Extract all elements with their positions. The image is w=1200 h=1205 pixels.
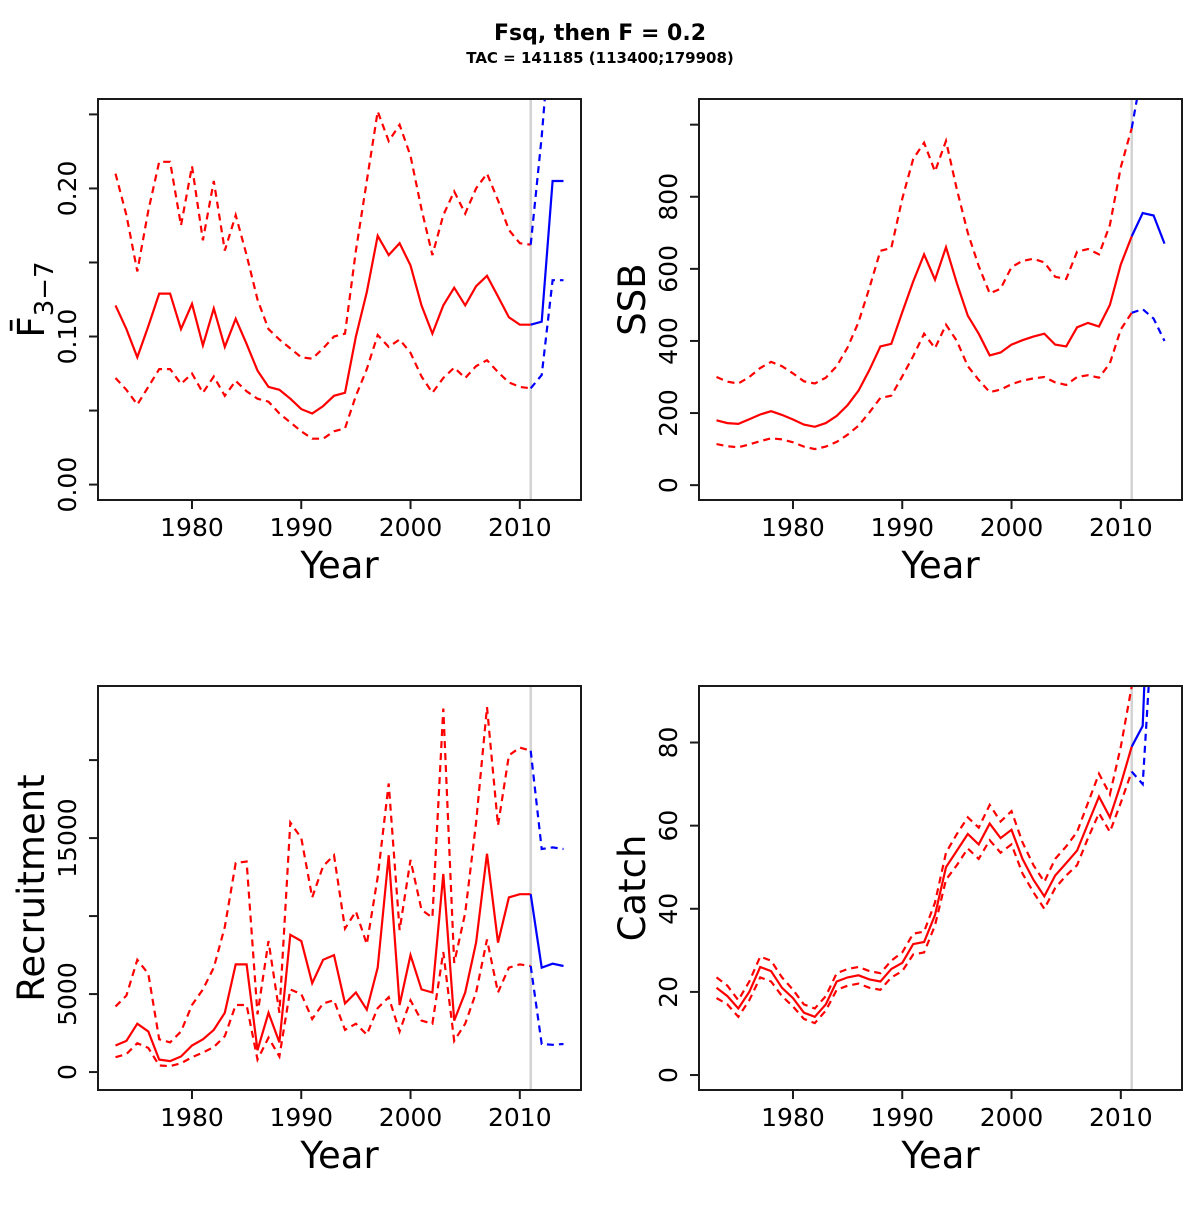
catch-median-historical-line <box>715 746 1133 1019</box>
ssb-lower-ci-forecast-line <box>1131 307 1166 342</box>
ssb-y-tick-label: 200 <box>654 389 683 437</box>
catch-upper-ci-forecast-line <box>1131 686 1134 687</box>
recruitment-panel: 1980 1990 2000 2010 0 5000 15000 Year Recruitmen… <box>10 685 582 1177</box>
recruitment-lower-ci-historical-line <box>115 939 531 1068</box>
catch-x-tick-label: 2000 <box>980 1103 1044 1132</box>
catch-y-tick-label: 0 <box>654 1067 683 1083</box>
catch-upper-ci-historical-line <box>715 686 1133 1010</box>
ssb-median-forecast-line <box>1130 211 1166 244</box>
fbar-plot-box <box>97 98 582 501</box>
catch-y-axis-label: Catch <box>611 835 654 942</box>
ssb-x-tick-label: 2000 <box>980 513 1044 542</box>
recruitment-x-tick-label: 1980 <box>160 1103 224 1132</box>
fbar-panel: 1980 1990 2000 2010 0.00 0.10 0.20 Year F̄3−7 <box>9 98 582 587</box>
ssb-y-tick-label: 400 <box>654 317 683 365</box>
ssb-panel: 1980 1990 2000 2010 0 200 400 600 800 Year SSB <box>611 98 1183 587</box>
fbar-upper-ci-forecast-line <box>529 99 546 245</box>
ssb-x-tick-label: 1990 <box>870 513 934 542</box>
ssb-x-tick-label: 2010 <box>1089 513 1153 542</box>
recruitment-x-tick-label: 1990 <box>269 1103 333 1132</box>
recruitment-x-tick-label: 2000 <box>379 1103 443 1132</box>
catch-median-forecast-line <box>1130 686 1146 748</box>
recruitment-upper-ci-forecast-line <box>529 750 564 851</box>
fbar-x-tick-label: 1990 <box>269 513 333 542</box>
ssb-median-historical-line <box>716 236 1133 428</box>
ssb-plot-box <box>698 98 1183 501</box>
ssb-y-tick-label: 600 <box>654 245 683 293</box>
catch-lower-ci-forecast-line <box>1130 686 1150 787</box>
recruitment-upper-ci-historical-line <box>114 706 532 1044</box>
recruitment-y-tick-label: 0 <box>53 1064 82 1080</box>
fbar-upper-ci-historical-line <box>114 107 531 360</box>
recruitment-y-axis-label: Recruitment <box>10 774 53 1001</box>
ssb-y-tick-label: 0 <box>654 477 683 493</box>
recruitment-x-tick-label: 2010 <box>488 1103 552 1132</box>
recruitment-median-historical-line <box>115 853 531 1063</box>
catch-x-tick-label: 2010 <box>1089 1103 1153 1132</box>
catch-x-tick-label: 1980 <box>761 1103 825 1132</box>
fbar-x-axis-label: Year <box>299 544 379 587</box>
chart-subtitle: TAC = 141185 (113400;179908) <box>466 49 734 67</box>
chart-title: Fsq, then F = 0.2 <box>494 21 706 46</box>
fbar-x-tick-label: 2000 <box>379 513 443 542</box>
fbar-lower-ci-forecast-line <box>529 279 564 390</box>
ssb-y-tick-label: 800 <box>654 173 683 221</box>
recruitment-plot-box <box>97 685 582 1091</box>
catch-panel: 1980 1990 2000 2010 0 20 40 60 80 Year Catch <box>611 685 1183 1177</box>
catch-plot-box <box>698 685 1183 1091</box>
ssb-x-tick-label: 1980 <box>761 513 825 542</box>
recruitment-x-axis-label: Year <box>299 1134 379 1177</box>
catch-x-tick-label: 1990 <box>870 1103 934 1132</box>
fbar-y-tick-label: 0.00 <box>53 457 82 513</box>
catch-lower-ci-historical-line <box>715 771 1133 1025</box>
recruitment-y-tick-label: 5000 <box>53 962 82 1026</box>
catch-x-axis-label: Year <box>900 1134 980 1177</box>
fbar-x-tick-label: 2010 <box>488 513 552 542</box>
fbar-x-tick-label: 1980 <box>160 513 224 542</box>
fbar-median-forecast-line <box>530 179 564 326</box>
ssb-upper-ci-historical-line <box>716 128 1133 385</box>
ssb-x-axis-label: Year <box>900 544 980 587</box>
panels-group: 1980 1990 2000 20100.000.100.20YearF̄3−7198… <box>9 98 1183 1177</box>
ssb-y-axis-label: SSB <box>611 263 654 335</box>
fbar-lower-ci-historical-line <box>114 332 531 440</box>
catch-y-tick-label: 80 <box>654 727 683 759</box>
catch-y-tick-label: 20 <box>654 976 683 1008</box>
fbar-median-historical-line <box>114 232 531 415</box>
recruitment-median-forecast-line <box>529 894 564 970</box>
recruitment-lower-ci-forecast-line <box>529 965 564 1046</box>
ssb-lower-ci-historical-line <box>716 312 1133 451</box>
catch-y-tick-label: 40 <box>654 893 683 925</box>
recruitment-y-tick-label: 15000 <box>53 798 82 878</box>
catch-y-tick-label: 60 <box>654 810 683 842</box>
fbar-y-axis-label: F̄3−7 <box>9 261 60 337</box>
ssb-upper-ci-forecast-line <box>1130 99 1139 129</box>
fbar-y-tick-label: 0.10 <box>53 309 82 365</box>
fbar-y-tick-label: 0.20 <box>53 161 82 217</box>
